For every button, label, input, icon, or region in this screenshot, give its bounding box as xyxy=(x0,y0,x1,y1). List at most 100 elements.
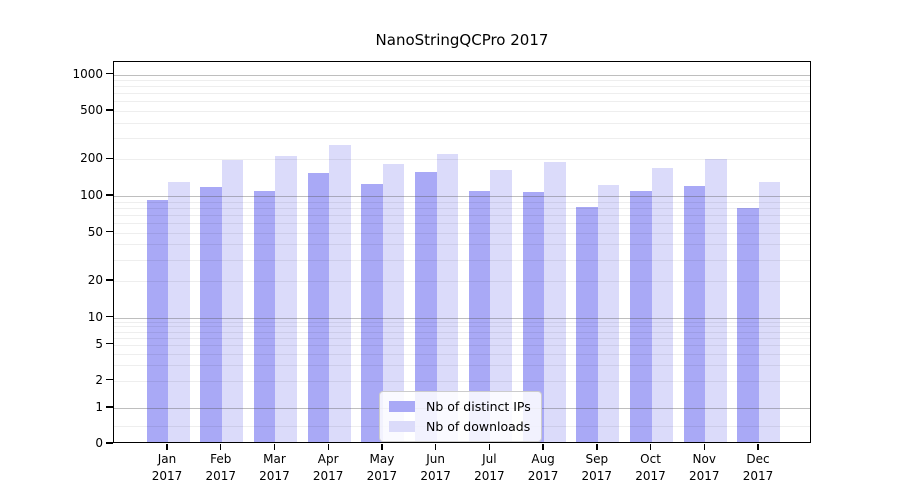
minor-gridline xyxy=(114,321,810,323)
minor-gridline xyxy=(114,380,810,382)
plot-area: Nb of distinct IPs Nb of downloads xyxy=(113,61,811,443)
legend: Nb of distinct IPs Nb of downloads xyxy=(379,391,542,442)
y-axis-tick-mark xyxy=(106,343,113,345)
minor-gridline xyxy=(114,337,810,339)
bar-downloads xyxy=(705,158,727,442)
bar-downloads xyxy=(168,182,190,442)
bar-distinct-ips xyxy=(683,185,706,442)
y-axis-tick-mark xyxy=(106,72,113,75)
y-axis-tick-mark xyxy=(106,442,113,444)
x-axis-tick-label: Aug 2017 xyxy=(527,452,559,483)
minor-gridline xyxy=(114,122,810,124)
major-gridline xyxy=(114,74,810,76)
bar-downloads xyxy=(758,182,781,442)
x-axis-tick-label: Feb 2017 xyxy=(205,452,236,483)
y-axis-tick-label: 20 xyxy=(87,272,103,287)
minor-gridline xyxy=(114,201,810,203)
y-axis-tick-mark xyxy=(106,194,113,196)
x-axis-tick-label: Mar 2017 xyxy=(259,452,290,483)
minor-gridline xyxy=(114,207,810,209)
grid-layer xyxy=(114,62,810,442)
bar-downloads xyxy=(329,145,351,442)
y-axis-tick-label: 5 xyxy=(95,336,103,351)
x-axis-tick-label: Apr 2017 xyxy=(312,452,344,483)
x-axis-tick-mark xyxy=(273,444,276,450)
legend-label-downloads: Nb of downloads xyxy=(426,419,531,434)
major-gridline xyxy=(114,196,810,198)
y-axis-tick-label: 1000 xyxy=(72,66,103,81)
bar-distinct-ips xyxy=(307,172,330,442)
x-axis-tick-mark xyxy=(327,444,329,450)
chart-title: NanoStringQCPro 2017 xyxy=(375,31,549,49)
x-axis-tick-mark xyxy=(703,444,705,450)
bar-distinct-ips xyxy=(200,187,222,442)
bar-distinct-ips xyxy=(253,191,276,442)
minor-gridline xyxy=(114,101,810,103)
x-axis-tick-label: Jul 2017 xyxy=(474,452,505,483)
y-axis-tick-mark xyxy=(106,379,113,381)
y-axis-tick-label: 200 xyxy=(80,151,103,166)
x-axis-tick-mark xyxy=(488,444,491,450)
bar-downloads xyxy=(597,184,620,442)
y-axis-tick-label: 1 xyxy=(95,400,103,414)
bars-layer xyxy=(114,62,810,442)
minor-gridline xyxy=(114,259,810,261)
minor-gridline xyxy=(114,364,810,366)
legend-entry-distinct-ips: Nb of distinct IPs xyxy=(389,399,531,414)
y-axis-tick-label: 50 xyxy=(87,224,103,239)
legend-swatch-downloads xyxy=(389,421,415,432)
x-axis-tick-label: Sep 2017 xyxy=(581,452,613,483)
minor-gridline xyxy=(114,214,810,216)
y-axis-tick-mark xyxy=(106,230,113,233)
minor-gridline xyxy=(114,222,810,224)
y-axis-tick-label: 0 xyxy=(95,436,103,450)
x-axis-tick-mark xyxy=(596,444,598,450)
x-axis-tick-label: Oct 2017 xyxy=(635,452,666,483)
minor-gridline xyxy=(114,80,810,82)
x-axis-tick-label: Nov 2017 xyxy=(688,452,720,483)
minor-gridline xyxy=(114,138,810,140)
minor-gridline xyxy=(114,93,810,95)
x-axis-tick-label: Jan 2017 xyxy=(151,452,183,483)
legend-swatch-distinct-ips xyxy=(389,401,415,412)
legend-label-distinct-ips: Nb of distinct IPs xyxy=(426,399,531,414)
x-axis-tick-label: Dec 2017 xyxy=(742,452,774,483)
y-axis-tick-label: 500 xyxy=(80,103,103,118)
y-axis-tick-label: 100 xyxy=(80,188,103,202)
minor-gridline xyxy=(114,86,810,88)
minor-gridline xyxy=(114,344,810,346)
minor-gridline xyxy=(114,326,810,328)
minor-gridline xyxy=(114,232,810,234)
minor-gridline xyxy=(114,280,810,282)
x-axis-tick-mark xyxy=(542,444,544,450)
x-axis-tick-mark xyxy=(381,444,383,450)
bar-downloads xyxy=(221,160,244,442)
bar-downloads xyxy=(544,161,566,442)
y-axis-tick-label: 10 xyxy=(87,309,103,324)
bar-distinct-ips xyxy=(737,207,759,442)
bar-downloads xyxy=(651,167,674,442)
minor-gridline xyxy=(114,353,810,355)
x-axis-tick-mark xyxy=(220,444,222,450)
legend-entry-downloads: Nb of downloads xyxy=(389,419,531,434)
bar-distinct-ips xyxy=(630,191,652,442)
y-axis-tick-mark xyxy=(106,279,113,281)
x-axis-tick-label: Jun 2017 xyxy=(420,452,451,483)
y-axis-tick-mark xyxy=(106,157,113,160)
x-axis-tick-label: May 2017 xyxy=(366,452,398,483)
minor-gridline xyxy=(114,331,810,333)
x-axis-tick-mark xyxy=(649,444,652,450)
y-axis-tick-label: 2 xyxy=(95,372,103,387)
minor-gridline xyxy=(114,159,810,161)
x-axis-tick-mark xyxy=(435,444,437,450)
bar-distinct-ips xyxy=(576,207,598,442)
x-axis-tick-mark xyxy=(166,444,168,450)
y-axis-tick-mark xyxy=(106,315,113,318)
major-gridline xyxy=(114,317,810,319)
minor-gridline xyxy=(114,244,810,246)
y-axis-tick-mark xyxy=(106,406,113,408)
x-axis-tick-mark xyxy=(757,444,759,450)
minor-gridline xyxy=(114,111,810,113)
y-axis-tick-mark xyxy=(106,109,113,111)
